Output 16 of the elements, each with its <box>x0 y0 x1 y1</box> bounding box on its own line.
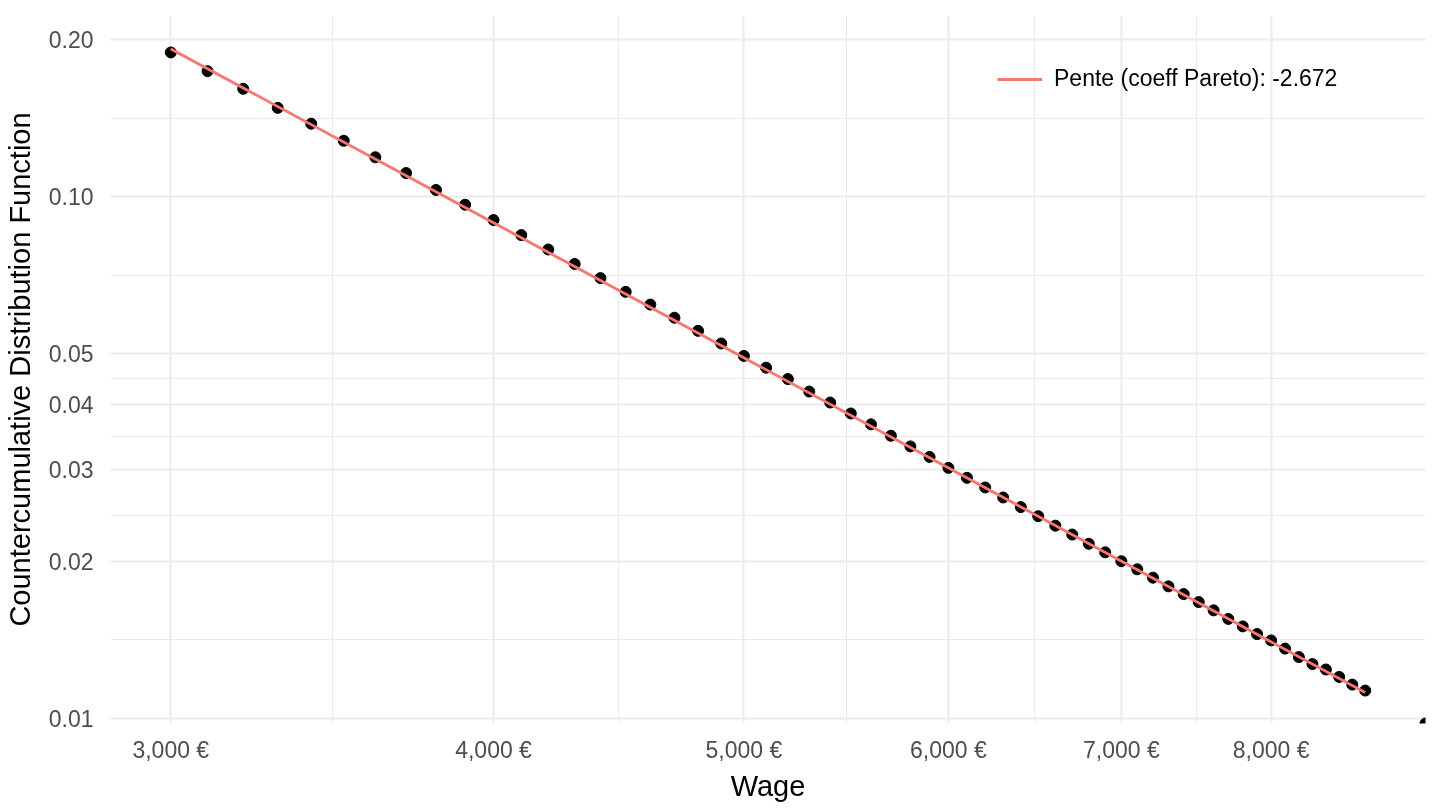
legend-label: Pente (coeff Pareto): -2.672 <box>1054 65 1339 92</box>
y-tick-label: 0.01 <box>48 705 94 732</box>
x-tick-label: 8,000 € <box>1232 736 1310 763</box>
x-tick-label: 4,000 € <box>455 736 533 763</box>
x-tick-label: 3,000 € <box>132 736 210 763</box>
y-tick-label: 0.10 <box>48 184 94 211</box>
y-tick-label: 0.05 <box>48 341 94 368</box>
x-tick-label: 6,000 € <box>910 736 987 763</box>
y-tick-label: 0.04 <box>48 391 94 418</box>
y-tick-label: 0.20 <box>48 27 94 54</box>
y-tick-label: 0.03 <box>48 456 94 483</box>
y-tick-label: 0.02 <box>48 548 94 575</box>
x-axis-title: Wage <box>730 769 806 802</box>
x-tick-label: 5,000 € <box>705 736 783 763</box>
y-axis-title: Countercumulative Distribution Function <box>3 112 36 627</box>
x-tick-label: 7,000 € <box>1082 736 1160 763</box>
